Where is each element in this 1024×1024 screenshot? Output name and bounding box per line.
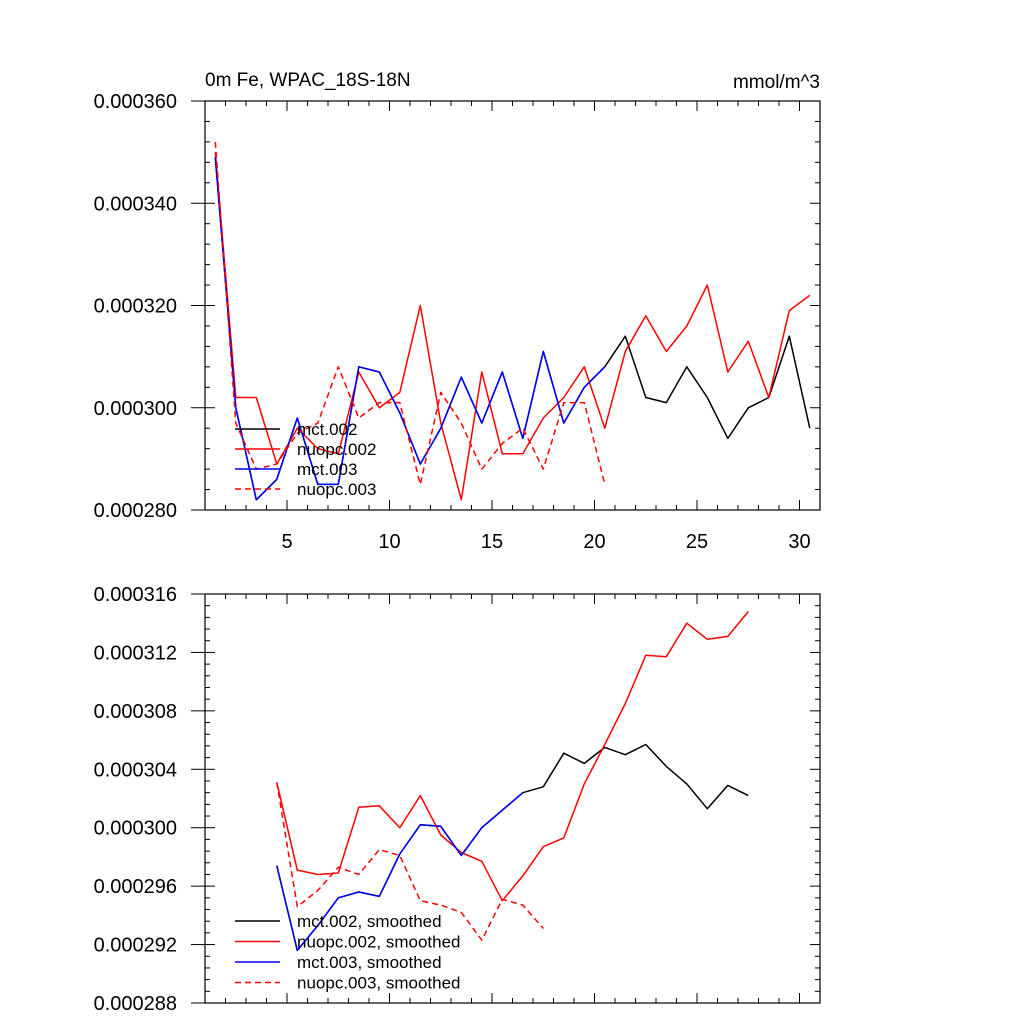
y-tick-label: 0.000340	[94, 193, 177, 215]
legend-label: mct.002	[297, 420, 357, 439]
top-panel: 0m Fe, WPAC_18S-18N mmol/m^3 5 10 15 20 25 30…	[94, 70, 821, 553]
y-tick-label: 0.000292	[94, 935, 177, 957]
bottom-series	[276, 611, 749, 952]
legend-label: mct.002, smoothed	[297, 912, 442, 931]
legend-label: mct.003, smoothed	[297, 953, 442, 972]
series-line-nuopc-002	[214, 152, 811, 501]
legend-label: nuopc.002, smoothed	[297, 933, 461, 952]
y-tick-label: 0.000300	[94, 818, 177, 840]
top-chart-units: mmol/m^3	[733, 72, 820, 93]
y-tick-label: 0.000300	[94, 398, 177, 420]
y-tick-label: 0.000308	[94, 701, 177, 723]
series-line-nuopc-002-smoothed	[276, 611, 749, 902]
legend-label: nuopc.003, smoothed	[297, 974, 461, 993]
legend-label: nuopc.002	[297, 440, 376, 459]
x-tick-label: 5	[281, 531, 292, 553]
y-tick-label: 0.000312	[94, 642, 177, 664]
legend-label: nuopc.003	[297, 480, 376, 499]
top-ticks: 5 10 15 20 25 30 0.000280 0.000300 0.000320 0.000…	[94, 91, 821, 553]
legend-label: mct.003	[297, 460, 357, 479]
y-tick-label: 0.000320	[94, 296, 177, 318]
x-tick-label: 20	[583, 531, 605, 553]
y-tick-label: 0.000304	[94, 759, 177, 781]
y-tick-label: 0.000316	[94, 584, 177, 606]
x-tick-label: 10	[378, 531, 400, 553]
y-tick-label: 0.000296	[94, 876, 177, 898]
x-tick-label: 15	[481, 531, 503, 553]
bottom-ticks: 0.000288 0.000292 0.000296 0.000300 0.000304…	[94, 584, 821, 1015]
series-line-nuopc-003	[214, 141, 606, 486]
y-tick-label: 0.000280	[94, 500, 177, 522]
series-line-nuopc-003-smoothed	[276, 782, 544, 941]
top-series	[214, 141, 811, 501]
x-tick-label: 30	[788, 531, 810, 553]
x-tick-label: 25	[686, 531, 708, 553]
series-line-mct-003-smoothed	[276, 792, 524, 952]
bottom-panel: 0.000288 0.000292 0.000296 0.000300 0.000304…	[94, 584, 821, 1015]
y-tick-label: 0.000288	[94, 993, 177, 1015]
y-tick-label: 0.000360	[94, 91, 177, 113]
series-line-mct-003	[214, 157, 606, 501]
top-chart-title: 0m Fe, WPAC_18S-18N	[205, 70, 411, 91]
bottom-legend: mct.002, smoothed nuopc.002, smoothedmct.…	[235, 912, 461, 993]
